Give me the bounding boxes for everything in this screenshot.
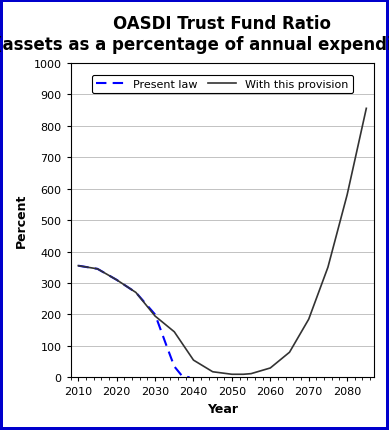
Y-axis label: Percent: Percent <box>15 194 28 248</box>
Legend: Present law, With this provision: Present law, With this provision <box>92 75 353 94</box>
Title: OASDI Trust Fund Ratio
(assets as a percentage of annual expenditures): OASDI Trust Fund Ratio (assets as a perc… <box>0 15 389 54</box>
X-axis label: Year: Year <box>207 402 238 415</box>
